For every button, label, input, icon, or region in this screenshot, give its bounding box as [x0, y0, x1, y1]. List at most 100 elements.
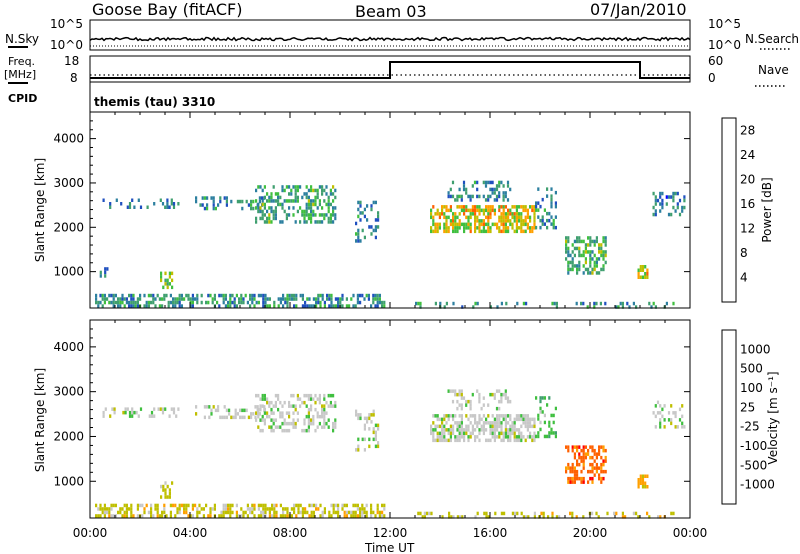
heatmap-cell [467, 194, 470, 199]
heatmap-cell [573, 469, 576, 474]
heatmap-cell [502, 205, 505, 209]
heatmap-cell [257, 411, 260, 415]
heatmap-cell [377, 444, 380, 449]
heatmap-cell [641, 275, 645, 279]
heatmap-cell [493, 222, 496, 227]
heatmap-cell [452, 301, 455, 306]
heatmap-cell [667, 418, 671, 422]
heatmap-cell [296, 393, 299, 398]
heatmap-cell [487, 180, 490, 185]
heatmap-cell [143, 293, 146, 298]
heatmap-cell [366, 416, 369, 421]
heatmap-cell [218, 514, 221, 518]
heatmap-cell [454, 229, 457, 234]
heatmap-cell [207, 514, 210, 518]
heatmap-cell [432, 414, 435, 418]
heatmap-cell [168, 205, 171, 209]
heatmap-cell [297, 507, 300, 511]
heatmap-cell [268, 199, 271, 203]
heatmap-cell [281, 404, 284, 408]
heatmap-cell [434, 222, 437, 227]
heatmap-cell [95, 514, 98, 518]
heatmap-cell [97, 304, 100, 308]
heatmap-cell [370, 225, 373, 229]
x-tick-label: 16:00 [473, 526, 508, 540]
heatmap-cell [312, 421, 315, 426]
heatmap-cell [438, 424, 441, 429]
heatmap-cell [183, 510, 186, 515]
heatmap-cell [122, 410, 125, 415]
heatmap-cell [447, 438, 450, 443]
heatmap-cell [454, 215, 457, 220]
heatmap-cell [449, 428, 452, 432]
heatmap-cell [270, 206, 273, 210]
heatmap-cell [469, 406, 472, 411]
heatmap-cell [591, 250, 594, 254]
heatmap-cell [533, 515, 536, 519]
heatmap-cell [234, 408, 237, 413]
heatmap-cell [337, 507, 340, 511]
heatmap-cell [137, 414, 140, 418]
heatmap-cell [213, 297, 216, 301]
heatmap-cell [214, 206, 217, 211]
heatmap-cell [628, 305, 631, 309]
heatmap-cell [174, 503, 177, 508]
y-tick-label: 2000 [53, 429, 84, 443]
heatmap-cell [172, 503, 175, 508]
colorbar-tick-label: 20 [740, 172, 755, 186]
heatmap-cell [582, 476, 585, 481]
heatmap-cell [584, 455, 587, 460]
heatmap-cell [476, 511, 479, 516]
heatmap-cell [176, 297, 179, 301]
heatmap-cell [263, 397, 266, 401]
heatmap-cell [456, 205, 459, 209]
heatmap-cell [509, 438, 512, 443]
heatmap-cell [452, 515, 455, 519]
heatmap-cell [374, 200, 377, 205]
heatmap-cell [582, 452, 585, 456]
heatmap-cell [567, 448, 570, 453]
heatmap-cell [589, 469, 592, 474]
heatmap-cell [268, 514, 271, 518]
heatmap-cell [319, 293, 322, 298]
heatmap-cell [133, 410, 136, 415]
heatmap-cell [419, 511, 422, 516]
heatmap-cell [489, 212, 492, 216]
heatmap-cell [152, 297, 155, 301]
heatmap-cell [293, 304, 296, 308]
heatmap-cell [147, 300, 150, 305]
y-tick-label: 2000 [53, 220, 84, 234]
heatmap-cell [268, 507, 271, 511]
heatmap-cell [171, 285, 174, 290]
heatmap-cell [370, 420, 373, 424]
heatmap-cell [161, 510, 164, 515]
heatmap-cell [493, 392, 496, 397]
heatmap-cell [290, 297, 293, 301]
heatmap-cell [357, 207, 360, 212]
heatmap-cell [436, 229, 439, 234]
heatmap-cell [478, 219, 481, 223]
heatmap-cell [458, 431, 461, 436]
heatmap-cell [294, 185, 297, 189]
heatmap-cell [449, 219, 452, 223]
heatmap-cell [511, 428, 514, 432]
heatmap-cell [539, 225, 542, 230]
heatmap-cell [460, 222, 463, 227]
heatmap-cell [548, 396, 551, 400]
heatmap-cell [321, 407, 324, 412]
heatmap-cell [571, 257, 574, 261]
heatmap-cell [586, 305, 589, 309]
heatmap-cell [513, 428, 516, 432]
heatmap-cell [257, 206, 260, 210]
heatmap-cell [460, 198, 463, 202]
heatmap-cell [257, 414, 260, 419]
heatmap-cell [541, 410, 544, 414]
heatmap-cell [565, 243, 568, 247]
heatmap-cell [496, 417, 499, 422]
heatmap-cell [312, 202, 315, 207]
heatmap-cell [272, 418, 275, 422]
heatmap-cell [230, 199, 233, 204]
heatmap-cell [552, 413, 555, 418]
heatmap-cell [374, 423, 377, 428]
heatmap-cell [337, 297, 340, 301]
